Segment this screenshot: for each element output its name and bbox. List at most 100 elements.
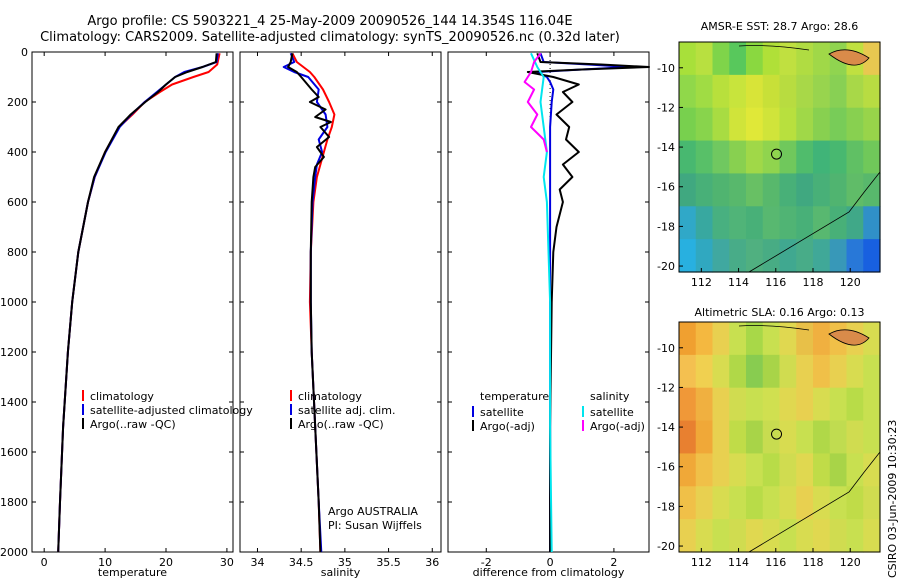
heatmap-cell [762, 239, 781, 273]
map-y-tick-label: -16 [657, 181, 675, 194]
heatmap-cell [695, 322, 714, 356]
x-tick-label: 0 [547, 556, 554, 569]
temperature-axis-label: temperature [98, 566, 167, 579]
heatmap-cell [729, 387, 747, 422]
heatmap-cell [779, 387, 797, 422]
series-line [57, 53, 221, 553]
legend-label: satellite-adjusted climatology [90, 404, 253, 417]
heatmap-cell [813, 42, 831, 76]
heatmap-cell [779, 420, 797, 455]
heatmap-cell [729, 206, 747, 240]
heatmap-cell [846, 519, 864, 553]
heatmap-cell [813, 239, 831, 273]
heatmap-cell [846, 140, 864, 175]
legend-label: Argo(..raw -QC) [90, 418, 176, 431]
heatmap-cell [863, 173, 881, 207]
heatmap-cell [796, 173, 814, 207]
x-tick-label: 10 [98, 556, 112, 569]
heatmap-cell [813, 420, 831, 455]
heatmap-cell [846, 173, 864, 207]
heatmap-cell [762, 173, 781, 207]
heatmap-cell [679, 206, 697, 240]
sst_map-frame [678, 41, 881, 273]
map-y-tick-label: -20 [657, 260, 675, 273]
heatmap-cell [813, 173, 831, 207]
argo-position-marker [771, 428, 783, 440]
heatmap-cell [712, 140, 730, 175]
coastline [738, 45, 810, 51]
heatmap-cell [796, 322, 814, 356]
series-line [57, 53, 219, 553]
heatmap-cell [796, 239, 814, 273]
salinity-axes-box [239, 51, 442, 553]
depth-tick-label: 800 [7, 246, 28, 259]
heatmap-cell [746, 107, 764, 142]
profile-annotation: Argo AUSTRALIA [328, 505, 418, 518]
map-x-tick-label: 120 [840, 556, 861, 569]
depth-tick-label: 1200 [0, 346, 28, 359]
island-shape [828, 329, 870, 346]
heatmap-cell [846, 107, 864, 142]
map-y-tick-label: -18 [657, 500, 675, 513]
heatmap-cell [846, 486, 864, 520]
heatmap-cell [813, 453, 831, 487]
heatmap-cell [863, 206, 881, 240]
heatmap-cell [729, 519, 747, 553]
legend-label: climatology [298, 390, 362, 403]
heatmap-cell [712, 420, 730, 455]
heatmap-cell [829, 74, 848, 109]
heatmap-cell [846, 206, 864, 240]
map-x-tick-label: 120 [840, 276, 861, 289]
heatmap-cell [695, 453, 714, 487]
figure-title-line-1: Argo profile: CS 5903221_4 25-May-2009 2… [87, 14, 573, 29]
heatmap-cell [762, 387, 781, 422]
map-x-tick-label: 116 [765, 276, 786, 289]
heatmap-cell [779, 74, 797, 109]
map-y-tick-label: -10 [657, 62, 675, 75]
heatmap-cell [796, 74, 814, 109]
heatmap-cell [679, 322, 697, 356]
heatmap-cell [729, 74, 747, 109]
legend-swatch [472, 406, 474, 417]
heatmap-cell [679, 74, 697, 109]
heatmap-cell [846, 74, 864, 109]
sla_map-panel: Altimetric SLA: 0.16 Argo: 0.13 112 114 116… [657, 306, 881, 569]
heatmap-cell [846, 453, 864, 487]
x-tick-label: 34.5 [289, 556, 314, 569]
heatmap-cell [729, 42, 747, 76]
map-y-tick-label: -16 [657, 461, 675, 474]
heatmap-cell [746, 387, 764, 422]
heatmap-cell [829, 453, 848, 487]
legend-header: salinity [590, 390, 630, 403]
heatmap-cell [796, 42, 814, 76]
heatmap-cell [796, 107, 814, 142]
map-x-tick-label: 116 [765, 556, 786, 569]
heatmap-cell [679, 42, 697, 76]
heatmap-cell [746, 519, 764, 553]
heatmap-cell [779, 354, 797, 389]
heatmap-cell [695, 387, 714, 422]
heatmap-cell [679, 387, 697, 422]
depth-tick-label: 0 [21, 46, 28, 59]
salinity-panel: 34 34.5 35 35.5 36 salinity climatologysatelli… [239, 51, 442, 579]
heatmap-cell [695, 239, 714, 273]
x-tick-label: 2 [610, 556, 617, 569]
heatmap-cell [746, 42, 764, 76]
heatmap-cell [796, 453, 814, 487]
x-tick-label: 35 [338, 556, 352, 569]
depth-tick-label: 1800 [0, 496, 28, 509]
coastline [738, 325, 810, 331]
heatmap-cell [779, 486, 797, 520]
heatmap-cell [679, 173, 697, 207]
coastline [748, 171, 881, 273]
heatmap-cell [695, 486, 714, 520]
heatmap-cell [729, 239, 747, 273]
heatmap-cell [695, 519, 714, 553]
map-y-tick-label: -12 [657, 101, 675, 114]
heatmap-cell [695, 206, 714, 240]
heatmap-cell [679, 486, 697, 520]
heatmap-cell [695, 354, 714, 389]
heatmap-cell [695, 42, 714, 76]
